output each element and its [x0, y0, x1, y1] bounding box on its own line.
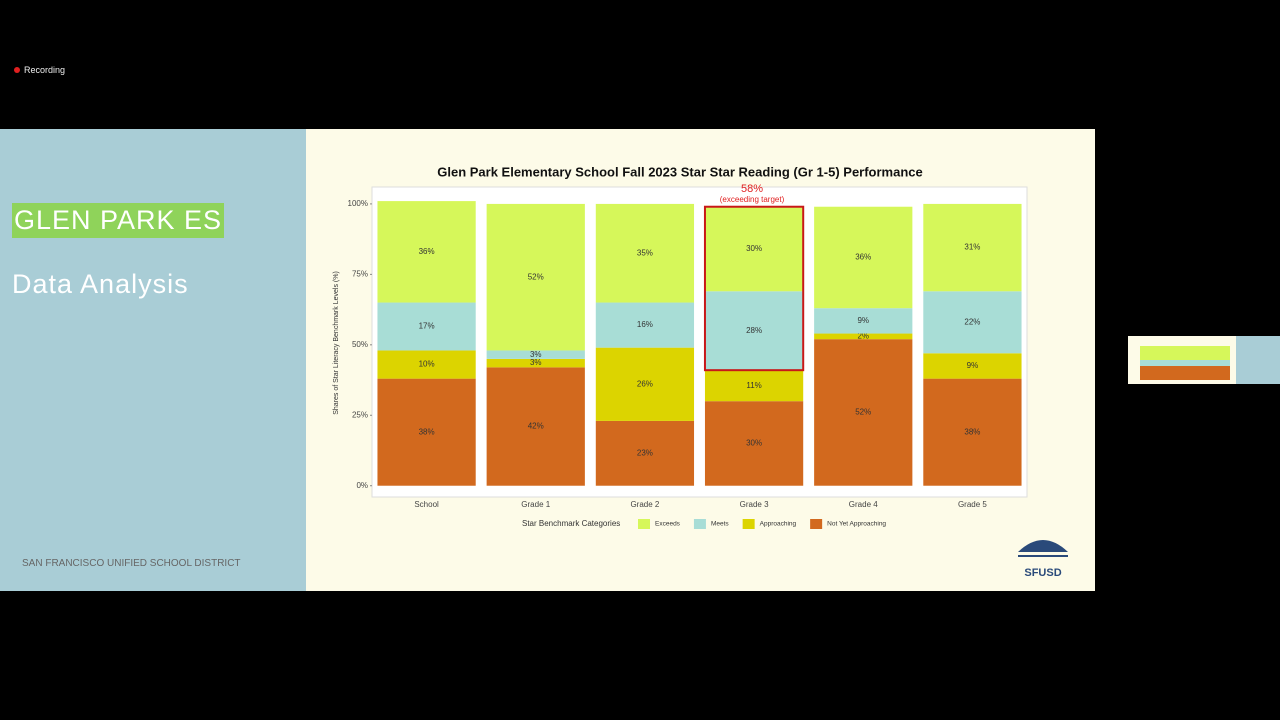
chart-title: Glen Park Elementary School Fall 2023 St…: [437, 164, 923, 179]
bar-segment: [486, 203, 585, 351]
bar-segment: [595, 347, 695, 421]
value-label: 28%: [746, 326, 762, 335]
x-tick-label: Grade 2: [630, 500, 659, 509]
value-label: 16%: [637, 320, 653, 329]
value-label: 30%: [746, 439, 762, 448]
y-tick-label: 100%: [348, 199, 368, 208]
bar-segment: [377, 302, 476, 351]
bar-segment: [923, 291, 1022, 354]
bar-segment: [814, 308, 913, 334]
slide-sidebar: GLEN PARK ES Data Analysis SAN FRANCISCO…: [0, 129, 306, 591]
recording-indicator: Recording: [14, 65, 65, 75]
school-name: GLEN PARK ES: [12, 203, 225, 238]
y-tick-label: 25%: [352, 410, 368, 419]
logo-arch: [1018, 540, 1068, 552]
sfusd-logo: SFUSD: [1018, 540, 1068, 579]
value-label: 52%: [855, 408, 871, 417]
legend-label: Meets: [711, 521, 729, 528]
value-label: 42%: [528, 422, 544, 431]
bar-segment: [377, 350, 476, 379]
value-label: 10%: [419, 360, 435, 369]
bar-segment: [923, 203, 1022, 292]
bar-segment: [704, 401, 804, 486]
value-label: 23%: [637, 448, 653, 457]
bar-segment: [814, 339, 913, 486]
x-tick-label: Grade 4: [849, 500, 878, 509]
participant-thumbnail[interactable]: [1128, 336, 1280, 384]
thumbnail-preview: [1128, 336, 1280, 384]
value-label: 31%: [964, 243, 980, 252]
recording-label: Recording: [24, 65, 66, 75]
thumb-bars-bottom: [1140, 366, 1230, 380]
district-name: SAN FRANCISCO UNIFIED SCHOOL DISTRICT: [22, 558, 241, 569]
x-tick-label: Grade 3: [740, 500, 769, 509]
annotation-subtext: (exceeding target): [720, 195, 785, 204]
value-label: 22%: [964, 317, 980, 326]
legend-label: Exceeds: [655, 521, 681, 528]
value-label: 9%: [967, 361, 979, 370]
y-axis-label: Shares of Star Literacy Benchmark Levels…: [333, 271, 340, 415]
y-tick-label: 75%: [352, 269, 368, 278]
value-label: 2%: [857, 331, 869, 340]
highlight-box: [703, 205, 805, 372]
value-label: 11%: [746, 381, 761, 390]
bar-segment: [377, 201, 476, 303]
bar-segment: [486, 367, 585, 486]
y-tick-label: 50%: [352, 340, 368, 349]
x-tick-label: School: [414, 500, 439, 509]
y-tick-label: 0%: [356, 481, 368, 490]
x-tick-label: Grade 5: [958, 500, 987, 509]
value-label: 3%: [530, 358, 542, 367]
bar-segment: [704, 370, 804, 402]
bar-segment: [595, 420, 695, 486]
legend-label: Not Yet Approaching: [827, 521, 886, 528]
plot-area: [371, 186, 1028, 498]
bar-segment: [923, 378, 1022, 486]
legend-label: Approaching: [760, 521, 797, 528]
bar-segment: [704, 206, 804, 292]
logo-text: SFUSD: [1024, 567, 1061, 579]
value-label: 30%: [746, 244, 762, 253]
thumb-sidebar: [1236, 336, 1280, 384]
bar-segment: [486, 358, 585, 368]
value-label: 38%: [419, 427, 435, 436]
x-tick-label: Grade 1: [521, 500, 550, 509]
slide-subtitle: Data Analysis: [12, 269, 189, 299]
value-label: 35%: [637, 248, 653, 257]
annotation: 58%: [741, 183, 763, 195]
bar-segment: [595, 302, 695, 348]
value-label: 36%: [855, 253, 871, 262]
value-label: 9%: [857, 316, 869, 325]
bar-segment: [923, 353, 1022, 379]
recording-dot: [14, 67, 20, 73]
bar-segment: [486, 350, 585, 359]
value-label: 38%: [964, 427, 980, 436]
legend-swatch: [693, 519, 706, 529]
bar-segment: [814, 206, 913, 309]
bar-segment: [377, 378, 476, 486]
value-label: 52%: [528, 272, 544, 281]
bar-segment: [595, 203, 695, 303]
value-label: 17%: [419, 322, 435, 331]
legend-swatch: [638, 519, 650, 529]
legend-swatch: [742, 519, 755, 529]
legend-swatch: [810, 519, 823, 529]
bar-segment: [814, 333, 913, 340]
legend-title: Star Benchmark Categories: [522, 519, 620, 528]
thumb-bars-top: [1140, 346, 1230, 360]
value-label: 3%: [530, 350, 542, 359]
value-label: 36%: [419, 247, 435, 256]
value-label: 26%: [637, 379, 653, 388]
bar-segment: [704, 291, 804, 371]
